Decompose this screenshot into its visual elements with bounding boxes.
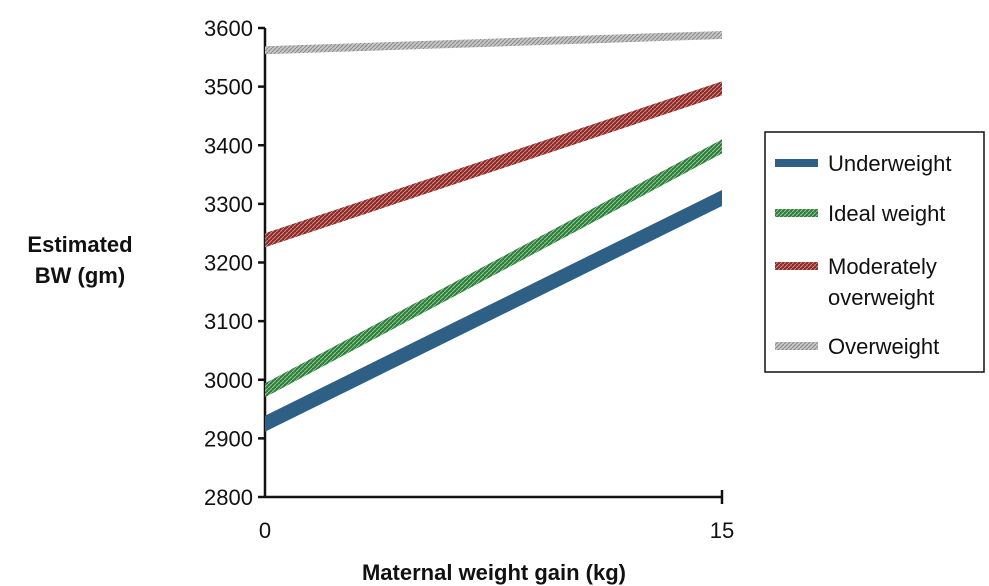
y-tick-label-3400: 3400 [204, 133, 253, 158]
x-tick-label-15: 15 [710, 518, 734, 543]
legend-swatch-ideal-weight [775, 209, 818, 217]
y-tick-label-3300: 3300 [204, 192, 253, 217]
y-tick-label-3600: 3600 [204, 16, 253, 41]
y-axis-ticks [258, 26, 265, 499]
y-axis-title-line-2: BW (gm) [35, 263, 125, 288]
legend-box [764, 131, 985, 373]
legend: Underweight Ideal weight Moderately overwei… [775, 151, 952, 359]
x-axis-title: Maternal weight gain (kg) [362, 560, 626, 585]
y-tick-label-2900: 2900 [204, 426, 253, 451]
y-axis-tick-labels: 2800 2900 3000 3100 3200 3300 3400 3500 3600 [204, 16, 253, 510]
y-tick-label-2800: 2800 [204, 485, 253, 510]
legend-label-moderately-overweight-1: Moderately [828, 254, 937, 279]
y-tick-label-3200: 3200 [204, 251, 253, 276]
legend-swatch-underweight [775, 159, 818, 167]
y-axis-title-line-1: Estimated [27, 232, 132, 257]
legend-swatch-overweight [775, 342, 818, 350]
series-lines [265, 31, 722, 432]
series-line-underweight [265, 190, 722, 432]
y-tick-label-3500: 3500 [204, 75, 253, 100]
legend-label-underweight: Underweight [828, 151, 952, 176]
series-line-ideal-weight [265, 139, 722, 398]
series-line-moderately-overweight [265, 81, 722, 248]
y-tick-label-3000: 3000 [204, 368, 253, 393]
legend-label-moderately-overweight-2: overweight [828, 285, 934, 310]
legend-swatch-moderately-overweight [775, 262, 818, 270]
x-tick-label-0: 0 [259, 518, 271, 543]
legend-label-overweight: Overweight [828, 334, 939, 359]
y-tick-label-3100: 3100 [204, 309, 253, 334]
x-axis-tick-labels: 0 15 [259, 518, 734, 543]
legend-label-ideal-weight: Ideal weight [828, 201, 945, 226]
series-line-overweight [265, 31, 722, 55]
